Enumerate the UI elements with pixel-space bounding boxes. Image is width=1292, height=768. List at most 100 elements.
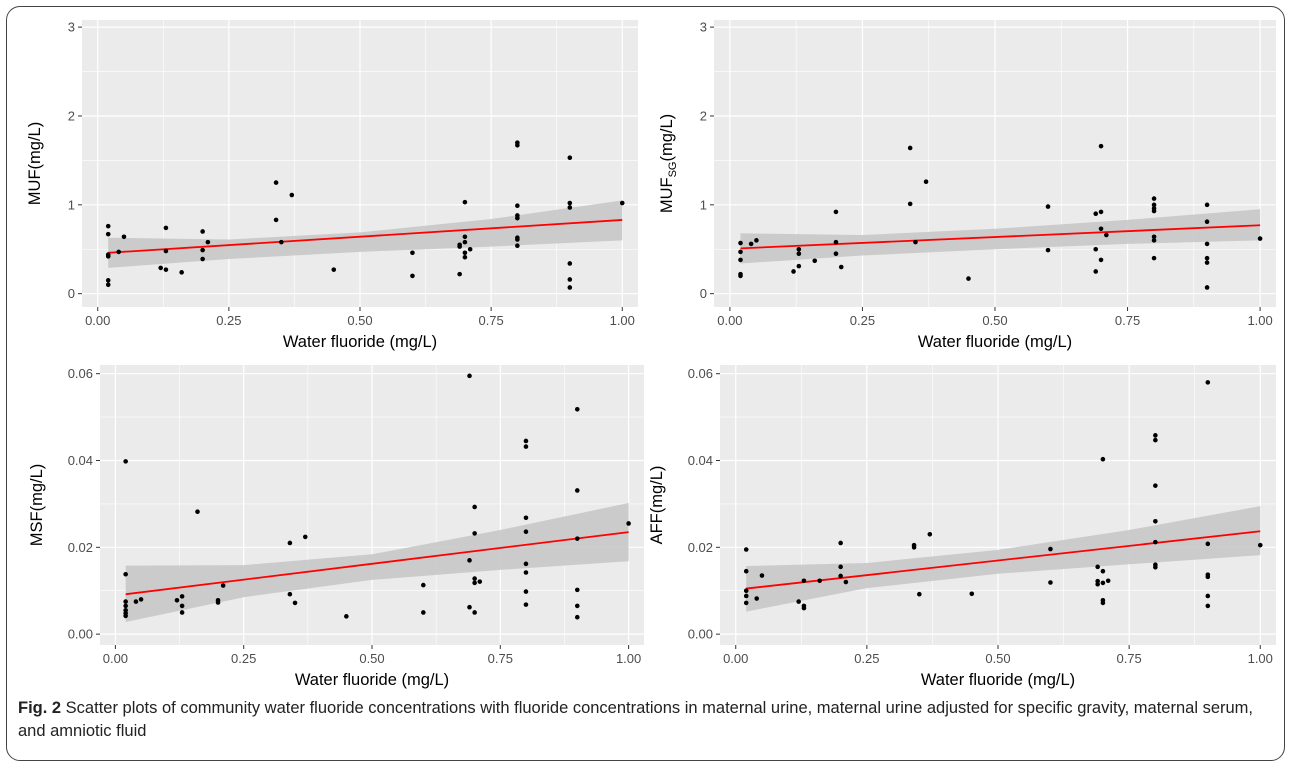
data-point [123, 459, 128, 464]
data-point [911, 545, 917, 550]
data-point [1048, 546, 1053, 552]
data-point [179, 270, 184, 275]
regression-line [108, 219, 623, 254]
x-tick-label: 0.00 [85, 313, 110, 328]
data-point [457, 271, 462, 277]
data-point [1205, 593, 1211, 599]
data-point [472, 504, 477, 510]
data-point [1153, 437, 1158, 443]
data-point [748, 241, 754, 247]
data-point [812, 258, 818, 264]
data-point [273, 180, 279, 185]
data-point [523, 444, 529, 449]
x-tick-label: 1.00 [1247, 313, 1272, 328]
x-tick-label: 1.00 [610, 313, 635, 328]
data-point [123, 603, 128, 609]
x-tick-label: 0.75 [488, 651, 513, 666]
data-point [200, 229, 205, 234]
data-point [1104, 232, 1109, 238]
data-point [1153, 564, 1158, 570]
data-point [462, 234, 468, 240]
data-point [133, 599, 139, 604]
data-point [1098, 257, 1104, 263]
data-point [515, 142, 520, 148]
x-tick-label: 0.50 [982, 313, 1007, 328]
data-point [523, 438, 529, 444]
data-point [163, 248, 169, 254]
regression-line [740, 224, 1261, 250]
data-point [923, 179, 929, 185]
data-point [523, 529, 529, 534]
data-point [738, 240, 743, 246]
data-point [472, 580, 477, 586]
data-point [1204, 255, 1210, 261]
data-point [477, 579, 483, 584]
chart-panel-3: 0.00 0.25 0.50 0.75 1.00 0.00 0.02 0.04 0.06 Wate… [28, 365, 644, 689]
data-point [838, 564, 843, 570]
data-point [220, 583, 226, 588]
data-point [907, 145, 913, 151]
data-point [759, 573, 765, 578]
data-point [1204, 260, 1210, 265]
data-point [1045, 204, 1051, 209]
x-tick-label: 0.25 [854, 651, 879, 666]
data-point [838, 540, 843, 546]
data-point [1151, 208, 1157, 214]
data-point [467, 246, 473, 252]
x-tick-label: 0.50 [347, 313, 372, 328]
data-point [1098, 143, 1104, 149]
data-point [105, 254, 111, 259]
data-point [743, 588, 749, 594]
data-point [163, 267, 169, 272]
data-point [1151, 238, 1157, 243]
data-point [796, 599, 801, 604]
data-point [1095, 564, 1100, 570]
data-point [567, 277, 573, 282]
data-point [1093, 211, 1099, 217]
data-point [1204, 241, 1210, 247]
x-tick-label: 0.00 [103, 651, 128, 666]
data-point [1257, 236, 1263, 241]
data-point [1205, 603, 1211, 609]
data-point [1205, 541, 1211, 547]
data-point [1095, 581, 1100, 587]
data-point [121, 234, 127, 240]
y-tick-label: 0.06 [688, 366, 713, 381]
x-tick-label: 0.75 [478, 313, 503, 328]
data-point [123, 571, 128, 577]
data-point [179, 603, 185, 609]
x-tick-label: 1.00 [1248, 651, 1273, 666]
data-point [1093, 269, 1099, 274]
data-point [791, 269, 796, 274]
data-point [472, 610, 477, 615]
y-axis-label: MUF(mg/L) [26, 122, 44, 205]
data-point [796, 246, 802, 252]
data-point [574, 406, 580, 412]
regression-line [125, 531, 629, 596]
data-point [1098, 209, 1104, 215]
data-point [523, 570, 529, 575]
y-tick-label: 0.04 [688, 453, 713, 468]
data-point [1153, 518, 1158, 524]
x-tick-label: 0.75 [1115, 313, 1140, 328]
data-point [523, 561, 529, 567]
data-point [838, 573, 843, 579]
data-point [743, 547, 749, 552]
data-point [574, 587, 580, 593]
x-tick-label: 0.50 [985, 651, 1010, 666]
data-point [843, 579, 849, 585]
data-point [1153, 539, 1158, 545]
data-point [331, 267, 337, 272]
data-point [1153, 483, 1158, 488]
data-point [754, 238, 759, 243]
data-point [1045, 247, 1051, 253]
data-point [163, 225, 169, 231]
y-tick-label: 0.02 [68, 540, 93, 555]
data-point [833, 239, 839, 245]
y-axis-label: AFF(mg/L) [648, 466, 666, 545]
data-point [515, 237, 520, 242]
data-point [523, 602, 529, 607]
data-point [1098, 226, 1104, 232]
x-axis-label: Water fluoride (mg/L) [918, 333, 1072, 351]
data-point [567, 285, 573, 290]
